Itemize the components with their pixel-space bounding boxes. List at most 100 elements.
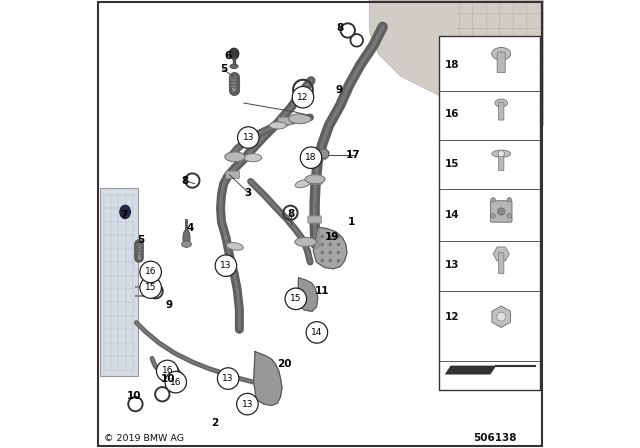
Circle shape (498, 151, 504, 157)
Circle shape (337, 251, 340, 254)
Polygon shape (314, 227, 347, 269)
Circle shape (497, 312, 506, 321)
Polygon shape (445, 366, 495, 374)
Text: 13: 13 (445, 260, 459, 270)
Text: 13: 13 (242, 400, 253, 409)
Text: 19: 19 (325, 233, 339, 242)
FancyBboxPatch shape (499, 152, 504, 171)
Polygon shape (369, 0, 543, 125)
Ellipse shape (136, 252, 143, 254)
Circle shape (491, 198, 495, 202)
Text: 10: 10 (161, 374, 175, 383)
FancyBboxPatch shape (497, 52, 505, 73)
FancyBboxPatch shape (439, 36, 540, 390)
Text: 6: 6 (225, 51, 232, 61)
Text: 8: 8 (287, 209, 294, 219)
Polygon shape (493, 247, 509, 261)
Ellipse shape (120, 205, 131, 219)
FancyBboxPatch shape (490, 201, 512, 222)
Circle shape (491, 214, 495, 218)
Circle shape (300, 147, 322, 168)
Text: 14: 14 (445, 210, 459, 220)
Text: 16: 16 (161, 366, 173, 375)
Ellipse shape (227, 242, 243, 250)
Text: 9: 9 (165, 300, 172, 310)
FancyBboxPatch shape (499, 102, 504, 120)
Text: 13: 13 (223, 374, 234, 383)
Circle shape (165, 371, 186, 393)
Circle shape (507, 198, 511, 202)
Circle shape (498, 208, 505, 215)
Text: 13: 13 (220, 261, 232, 270)
Ellipse shape (269, 122, 287, 129)
Circle shape (292, 86, 314, 108)
Ellipse shape (229, 76, 238, 78)
Text: 5: 5 (220, 65, 227, 74)
Circle shape (337, 235, 340, 238)
Circle shape (328, 235, 332, 238)
FancyBboxPatch shape (499, 253, 504, 274)
Ellipse shape (225, 152, 245, 162)
Circle shape (321, 243, 324, 246)
FancyBboxPatch shape (226, 171, 239, 178)
FancyBboxPatch shape (309, 177, 323, 184)
Ellipse shape (229, 48, 239, 60)
Text: 16: 16 (445, 109, 459, 119)
Text: 3: 3 (244, 188, 252, 198)
Ellipse shape (295, 180, 311, 188)
Circle shape (215, 255, 237, 276)
Ellipse shape (182, 241, 191, 247)
Text: 9: 9 (336, 85, 343, 95)
Circle shape (237, 393, 258, 415)
Text: 4: 4 (186, 224, 194, 233)
Ellipse shape (289, 114, 311, 124)
Text: 8: 8 (181, 176, 188, 185)
Ellipse shape (136, 248, 143, 250)
Text: 12: 12 (298, 93, 308, 102)
Text: 12: 12 (445, 312, 459, 322)
Circle shape (157, 360, 178, 382)
Circle shape (328, 243, 332, 246)
Ellipse shape (229, 82, 238, 84)
Text: 17: 17 (346, 150, 361, 159)
FancyBboxPatch shape (278, 117, 292, 125)
Text: 2: 2 (211, 418, 218, 428)
Text: 18: 18 (445, 60, 459, 70)
Polygon shape (492, 306, 511, 327)
Circle shape (237, 127, 259, 148)
Ellipse shape (492, 47, 511, 60)
Ellipse shape (244, 154, 262, 162)
Circle shape (337, 243, 340, 246)
Circle shape (321, 251, 324, 254)
Text: 15: 15 (290, 294, 301, 303)
Polygon shape (317, 149, 329, 159)
Circle shape (328, 259, 332, 263)
Ellipse shape (229, 79, 238, 82)
Ellipse shape (492, 150, 511, 157)
Circle shape (306, 322, 328, 343)
Text: 18: 18 (305, 153, 317, 162)
Text: 10: 10 (127, 392, 142, 401)
Circle shape (321, 235, 324, 238)
Ellipse shape (183, 229, 190, 247)
Ellipse shape (305, 175, 325, 184)
Text: 11: 11 (314, 286, 329, 296)
Text: 14: 14 (311, 328, 323, 337)
Text: 16: 16 (170, 378, 182, 387)
Ellipse shape (230, 64, 238, 69)
Ellipse shape (229, 85, 238, 87)
Text: 20: 20 (277, 359, 291, 369)
Circle shape (321, 259, 324, 263)
Ellipse shape (136, 245, 143, 247)
Text: 15: 15 (445, 159, 459, 168)
Circle shape (337, 259, 340, 263)
Circle shape (328, 251, 332, 254)
Text: 13: 13 (243, 133, 254, 142)
Polygon shape (253, 352, 282, 405)
Polygon shape (298, 278, 317, 311)
Circle shape (140, 277, 161, 298)
Circle shape (140, 261, 161, 283)
Text: 506138: 506138 (473, 433, 516, 443)
Circle shape (507, 214, 511, 218)
Text: 1: 1 (348, 217, 355, 227)
